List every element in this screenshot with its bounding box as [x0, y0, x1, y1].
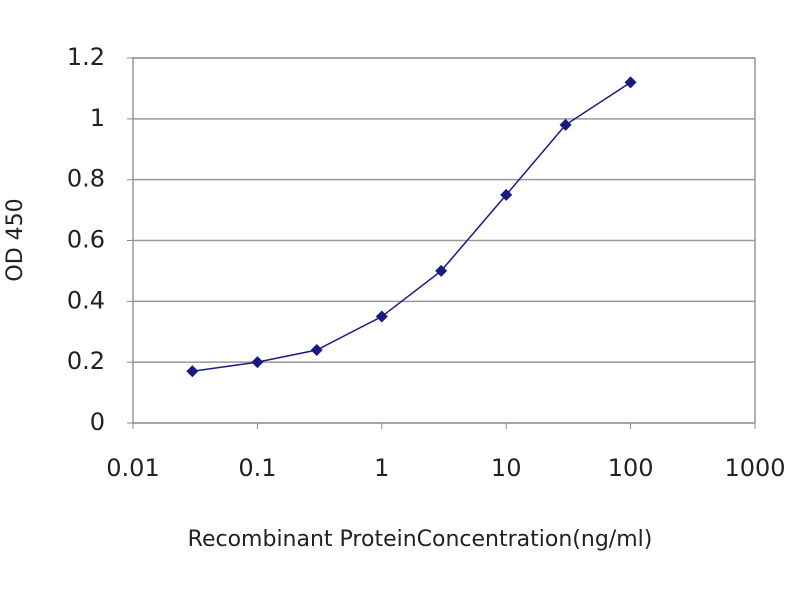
y-tick-label: 0.8	[67, 165, 105, 193]
data-point	[435, 264, 448, 277]
x-tick-label: 100	[608, 454, 654, 482]
x-axis-title: Recombinant ProteinConcentration(ng/ml)	[188, 527, 653, 552]
data-line	[192, 81, 632, 373]
x-tick-label: 0.01	[106, 454, 159, 482]
y-tick-label: 0	[90, 408, 105, 436]
data-point	[500, 188, 513, 201]
y-tick-label: 0.6	[67, 226, 105, 254]
data-point	[559, 118, 572, 131]
data-point	[186, 365, 199, 378]
data-point	[310, 344, 323, 356]
x-tick-label: 1000	[724, 454, 785, 482]
x-tick-label: 0.1	[238, 454, 276, 482]
y-tick-label: 1	[90, 104, 105, 132]
data-point	[375, 310, 388, 323]
y-tick-label: 0.2	[67, 347, 105, 375]
x-tick-label: 1	[374, 454, 389, 482]
y-tick-label: 1.2	[67, 43, 105, 71]
data-point	[624, 76, 637, 89]
y-tick-label: 0.4	[67, 286, 105, 314]
data-point	[251, 356, 264, 369]
y-axis-title: OD 450	[3, 198, 28, 281]
x-tick-label: 10	[491, 454, 522, 482]
